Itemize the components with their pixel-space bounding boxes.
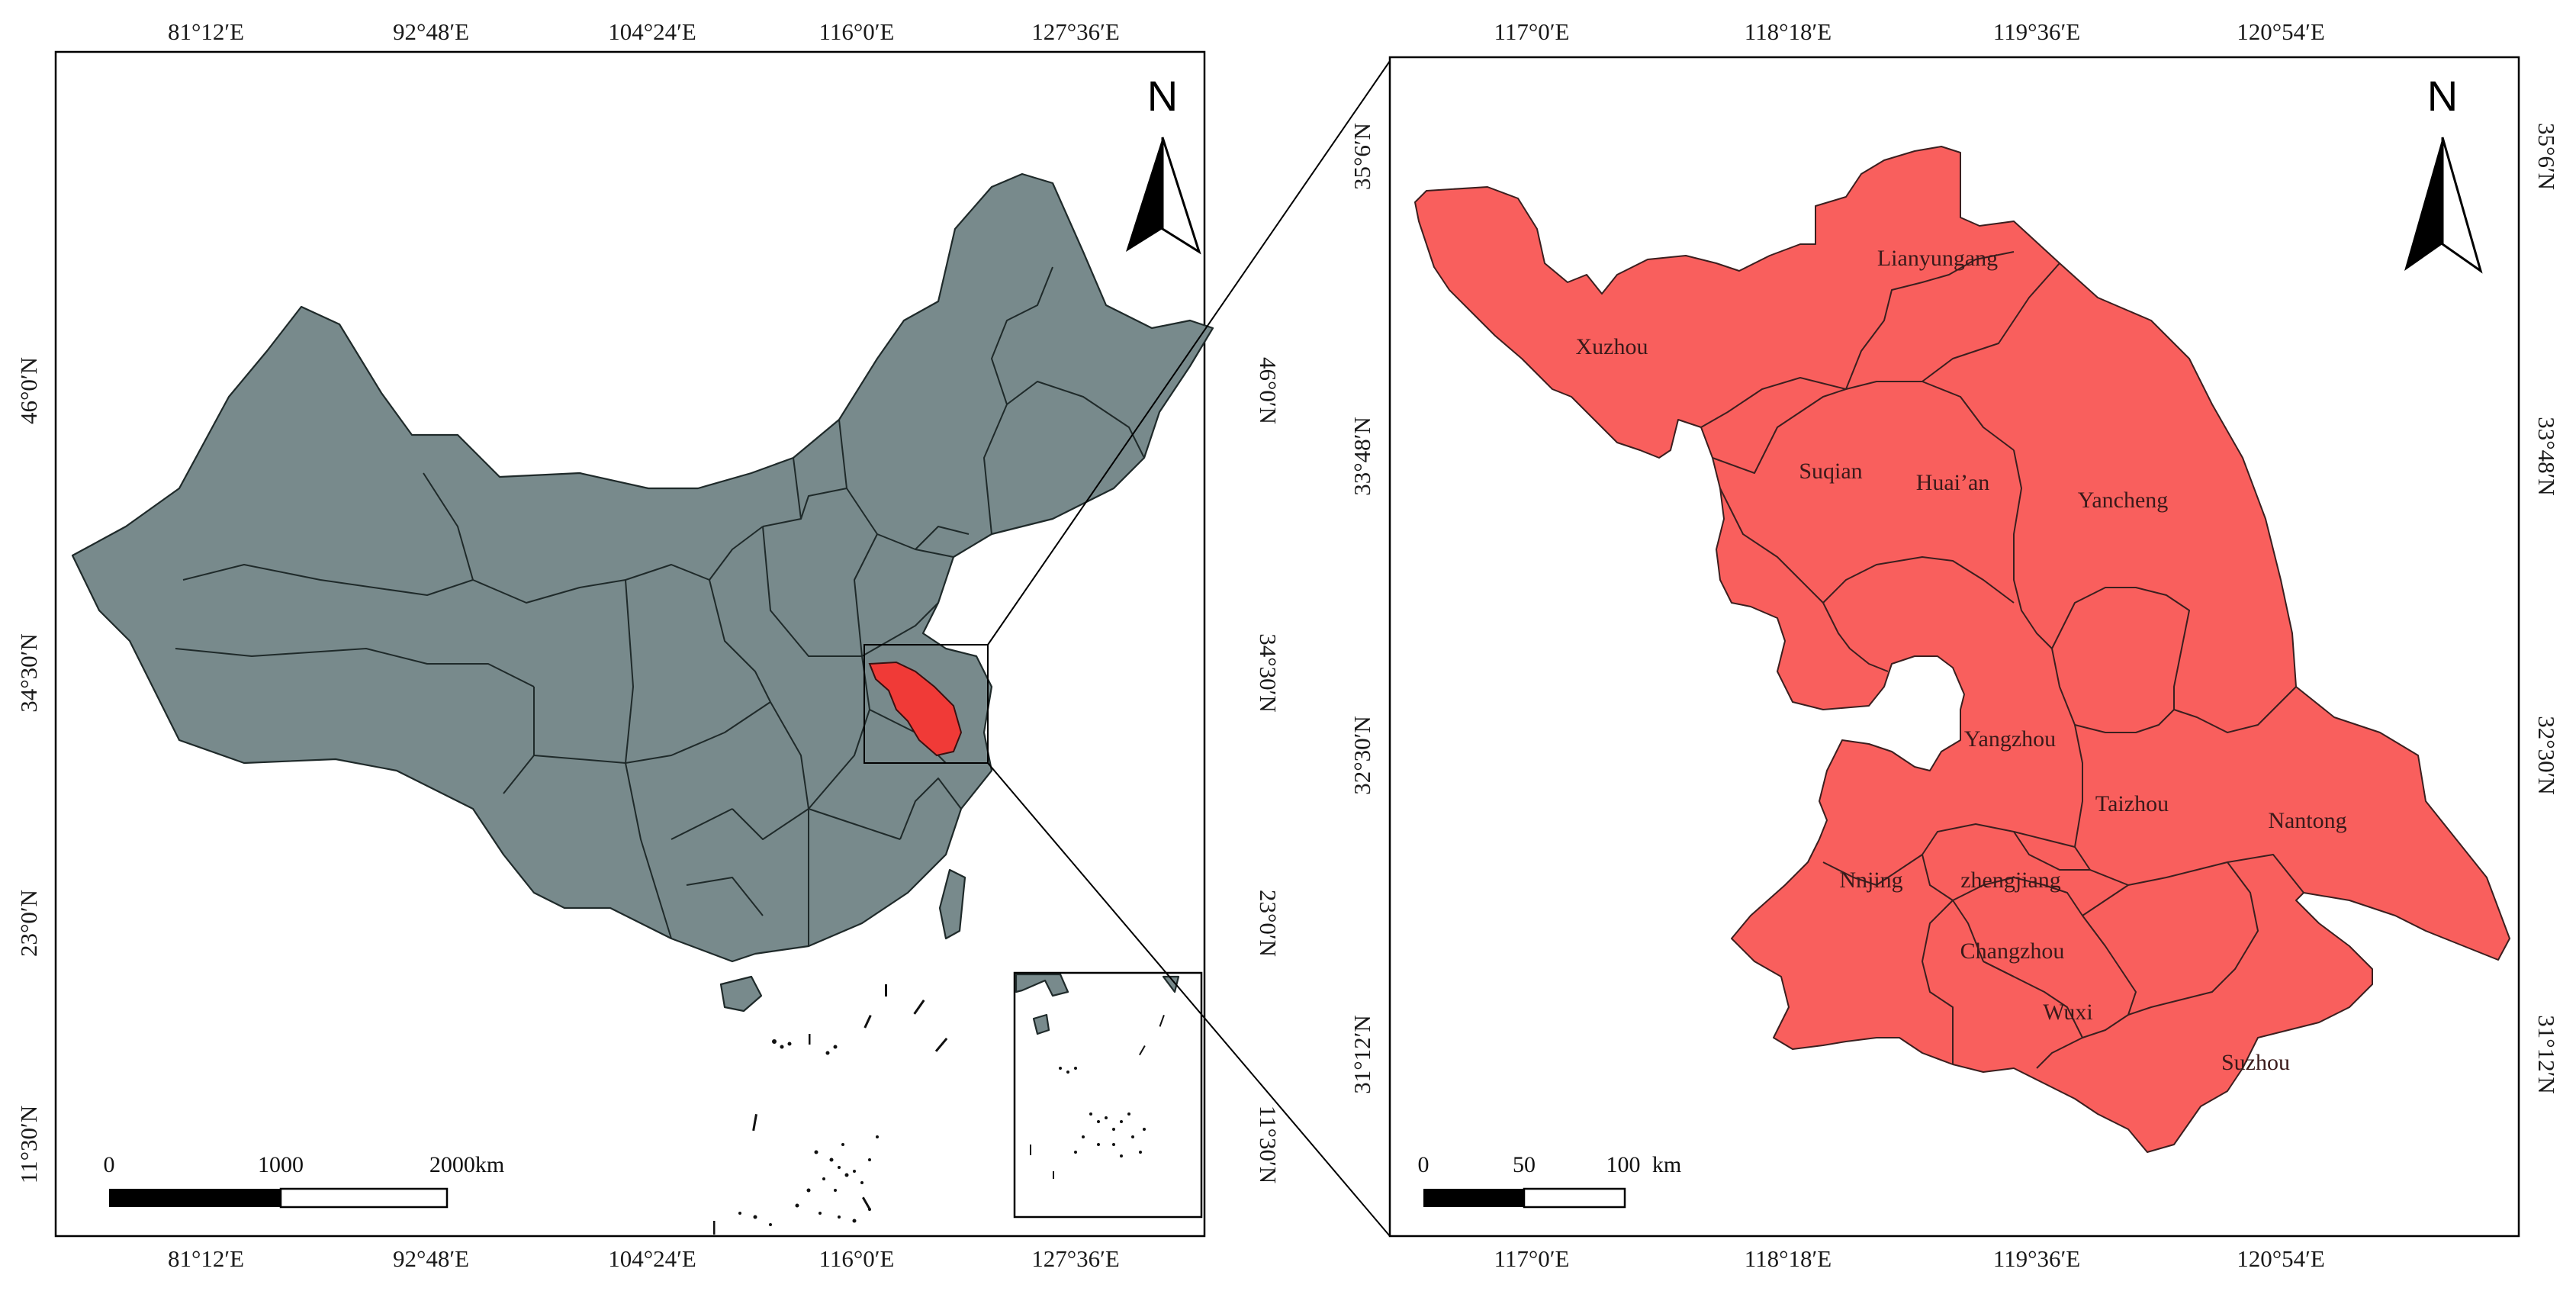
china-x-tick-bottom: 92°48′E: [393, 1245, 469, 1272]
label-nanjing: Nnjing: [1839, 868, 1902, 893]
china-scale-label: 1000: [258, 1152, 304, 1177]
jiangsu-y-tick-left: 33°48′N: [1349, 417, 1375, 496]
china-north-label: N: [1147, 72, 1178, 120]
jiangsu-highlight: [868, 661, 963, 757]
china-x-tick-top: 127°36′E: [1031, 18, 1120, 45]
jiangsu-x-tick-bottom: 119°36′E: [1993, 1245, 2080, 1272]
city-boundaries: [1700, 251, 2304, 1069]
jiangsu-scale-label: 50: [1513, 1152, 1536, 1177]
jiangsu-scale-label: 0: [1418, 1152, 1430, 1177]
label-xuzhou: Xuzhou: [1576, 334, 1648, 359]
china-y-tick-left: 34°30′N: [15, 633, 42, 713]
south-sea-islands: [713, 984, 948, 1235]
jiangsu-north-label: N: [2427, 72, 2458, 120]
jiangsu-x-tick-top: 119°36′E: [1993, 18, 2080, 45]
label-nantong: Nantong: [2268, 808, 2346, 833]
jiangsu-scale-label: km: [1652, 1152, 1681, 1177]
inset-coast: [1015, 973, 1069, 997]
china-scale-label: 2000km: [429, 1152, 504, 1177]
jiangsu-y-tick-right: 35°6′N: [2533, 123, 2560, 190]
jiangsu-north-arrow: N: [2404, 72, 2483, 274]
china-x-tick-top: 116°0′E: [819, 18, 895, 45]
label-suqian: Suqian: [1799, 459, 1862, 484]
label-taizhou: Taizhou: [2095, 791, 2169, 816]
jiangsu-scale-label: 100: [1606, 1152, 1641, 1177]
jiangsu-scale-bar: 0 50 100 km: [1418, 1152, 1681, 1209]
china-y-tick-left: 11°30′N: [15, 1106, 42, 1183]
south-sea-inset: [1013, 971, 1203, 1219]
label-lianyungang: Lianyungang: [1877, 246, 1998, 271]
jiangsu-x-tick-bottom: 117°0′E: [1494, 1245, 1570, 1272]
china-y-tick-left: 46°0′N: [15, 357, 42, 424]
china-x-tick-bottom: 116°0′E: [819, 1245, 895, 1272]
province-boundaries: [175, 266, 1145, 946]
china-scale-label: 0: [104, 1152, 115, 1177]
china-map-frame: [54, 50, 1206, 1238]
jiangsu-map-panel: 117°0′E 118°18′E 119°36′E 120°54′E 117°0…: [1349, 18, 2560, 1272]
city-labels: Lianyungang Xuzhou Suqian Huai’an Yanche…: [1576, 246, 2347, 1075]
taiwan-island: [938, 868, 966, 940]
china-x-tick-bottom: 104°24′E: [608, 1245, 696, 1272]
jiangsu-y-tick-right: 33°48′N: [2533, 417, 2560, 496]
china-scale-bar: 0 1000 2000km: [104, 1152, 504, 1209]
label-huaian: Huai’an: [1916, 470, 1990, 495]
jiangsu-x-tick-top: 120°54′E: [2237, 18, 2325, 45]
label-yancheng: Yancheng: [2078, 488, 2169, 513]
china-y-tick-right: 23°0′N: [1255, 890, 1282, 957]
jiangsu-outline: [1414, 146, 2510, 1153]
label-suzhou: Suzhou: [2221, 1050, 2290, 1075]
china-map-panel: 81°12′E 92°48′E 104°24′E 116°0′E 127°36′…: [15, 18, 1282, 1272]
jiangsu-y-tick-right: 32°30′N: [2533, 716, 2560, 795]
china-x-tick-top: 104°24′E: [608, 18, 696, 45]
jiangsu-x-tick-top: 118°18′E: [1745, 18, 1832, 45]
label-changzhou: Changzhou: [1960, 939, 2065, 964]
jiangsu-y-tick-left: 32°30′N: [1349, 716, 1375, 795]
china-y-tick-right: 11°30′N: [1255, 1106, 1282, 1183]
label-wuxi: Wuxi: [2043, 1000, 2092, 1025]
china-x-tick-bottom: 81°12′E: [168, 1245, 244, 1272]
china-y-tick-left: 23°0′N: [15, 890, 42, 957]
jiangsu-y-tick-left: 31°12′N: [1349, 1015, 1375, 1094]
connector-lines: [987, 60, 1391, 1237]
jiangsu-map-frame: [1388, 56, 2520, 1238]
jiangsu-x-tick-bottom: 118°18′E: [1745, 1245, 1832, 1272]
china-y-tick-right: 46°0′N: [1255, 357, 1282, 424]
china-x-tick-bottom: 127°36′E: [1031, 1245, 1120, 1272]
inset-hainan: [1032, 1013, 1050, 1035]
china-y-tick-right: 34°30′N: [1255, 633, 1282, 713]
china-landmass: [71, 172, 1214, 963]
jiangsu-extent-box: [863, 644, 989, 764]
jiangsu-y-tick-right: 31°12′N: [2533, 1015, 2560, 1094]
china-x-tick-top: 92°48′E: [393, 18, 469, 45]
label-yangzhou: Yangzhou: [1964, 726, 2056, 752]
jiangsu-x-tick-bottom: 120°54′E: [2237, 1245, 2325, 1272]
china-x-tick-top: 81°12′E: [168, 18, 244, 45]
label-zhenjiang: zhengjiang: [1960, 868, 2061, 893]
inset-islands: [1030, 1015, 1165, 1179]
hainan-island: [719, 975, 763, 1013]
jiangsu-y-tick-left: 35°6′N: [1349, 123, 1375, 190]
jiangsu-x-tick-top: 117°0′E: [1494, 18, 1570, 45]
china-north-arrow: N: [1126, 72, 1201, 255]
